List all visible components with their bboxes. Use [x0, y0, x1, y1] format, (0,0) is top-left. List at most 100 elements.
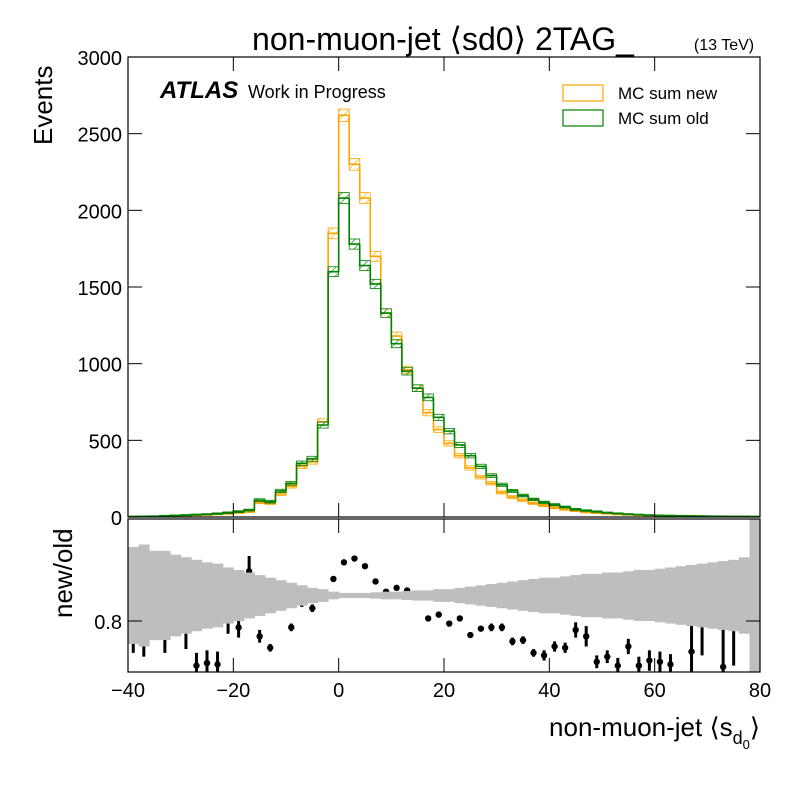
plot-area: [128, 108, 760, 517]
uncertainty-band: [138, 544, 150, 647]
uncertainty-band: [570, 575, 582, 616]
experiment-label: ATLAS: [159, 77, 238, 104]
ratio-point: [646, 657, 653, 664]
y-tick-label: 500: [89, 431, 122, 453]
histogram-step: [580, 509, 592, 512]
histogram-step: [222, 511, 234, 514]
ratio-point: [256, 633, 263, 640]
histogram-step: [295, 465, 308, 487]
x-tick-label: 0: [333, 680, 344, 702]
ratio-point: [193, 662, 200, 669]
uncertainty-band: [317, 589, 329, 602]
histogram-step: [295, 462, 308, 484]
uncertainty-band: [580, 573, 592, 618]
histogram-step: [264, 500, 276, 503]
histogram-step: [485, 466, 497, 477]
uncertainty-band: [675, 566, 687, 625]
histogram-step: [211, 512, 223, 515]
uncertainty-band: [338, 592, 350, 599]
uncertainty-band: [391, 591, 403, 600]
uncertainty-band: [370, 592, 382, 599]
uncertainty-band: [528, 578, 540, 613]
uncertainty-band: [433, 589, 445, 602]
ratio-point: [688, 648, 695, 655]
uncertainty-band: [465, 586, 477, 605]
uncertainty-band: [496, 582, 508, 609]
x-tick-label: −20: [216, 680, 250, 702]
legend-label: MC sum new: [618, 84, 718, 103]
ratio-point: [214, 661, 221, 668]
ratio-point: [551, 643, 558, 650]
ratio-point: [583, 633, 590, 640]
histogram-step: [348, 115, 360, 166]
uncertainty-band: [275, 580, 287, 611]
histogram-step: [453, 431, 466, 446]
histogram-step: [527, 500, 539, 504]
x-tick-label: −40: [111, 680, 145, 702]
uncertainty-band: [644, 570, 656, 621]
x-axis-label: non-muon-jet ⟨sd0⟩: [549, 712, 760, 752]
uncertainty-band: [507, 581, 519, 610]
ratio-point: [235, 624, 242, 631]
histogram-step: [590, 510, 602, 513]
histogram-step: [443, 417, 455, 432]
uncertainty-band: [212, 563, 224, 628]
y-tick-label: 3000: [78, 48, 123, 70]
histogram-step: [274, 490, 286, 502]
histogram-step: [253, 499, 265, 511]
x-label-text: non-muon-jet ⟨s: [549, 712, 733, 742]
histogram-step: [432, 397, 444, 419]
uncertainty-band: [717, 561, 729, 630]
ratio-point: [372, 578, 379, 585]
y-axis-label: Events: [28, 66, 58, 146]
histogram-step: [411, 371, 423, 389]
uncertainty-band: [538, 577, 550, 614]
ratio-point: [635, 662, 643, 669]
histogram-step: [622, 513, 634, 516]
histogram-step: [506, 492, 518, 498]
ratio-point: [309, 605, 316, 612]
uncertainty-band: [559, 576, 571, 615]
uncertainty-band: [654, 568, 666, 623]
ratio-point: [267, 644, 274, 651]
x-label-sub: d: [733, 728, 743, 748]
uncertainty-band: [444, 589, 456, 602]
y-tick-label: 0: [111, 508, 122, 530]
uncertainty-band: [254, 575, 266, 616]
histogram-step: [401, 343, 413, 373]
ratio-point: [719, 663, 727, 671]
ratio-point: [467, 631, 474, 639]
x-label-close: ⟩: [750, 712, 760, 742]
histogram-step: [527, 495, 539, 501]
histogram-step: [327, 270, 339, 425]
ratio-point: [604, 653, 611, 660]
y-tick-label: 1000: [78, 355, 123, 377]
uncertainty-band: [686, 564, 698, 627]
uncertainty-band: [201, 562, 213, 629]
uncertainty-band: [602, 572, 614, 619]
chart-title: non-muon-jet ⟨sd0⟩ 2TAG_: [252, 21, 635, 57]
uncertainty-band: [307, 587, 319, 604]
histogram-step: [569, 507, 581, 511]
uncertainty-band: [149, 550, 161, 641]
uncertainty-band: [401, 591, 413, 600]
uncertainty-band: [128, 547, 140, 644]
uncertainty-band: [159, 550, 171, 641]
histogram-step: [464, 455, 476, 469]
uncertainty-band: [349, 592, 361, 599]
histogram-step: [369, 265, 381, 285]
ratio-point: [340, 559, 348, 566]
uncertainty-band: [328, 591, 340, 600]
ratio-point: [593, 658, 600, 665]
uncertainty-band: [264, 577, 276, 614]
uncertainty-band: [665, 567, 677, 624]
ratio-point: [498, 624, 506, 631]
x-label-subsub: 0: [743, 737, 750, 752]
histogram-step: [516, 490, 529, 497]
ratio-point: [288, 624, 295, 631]
ratio-point: [435, 611, 442, 618]
uncertainty-band: [707, 562, 719, 629]
histogram-step: [390, 313, 402, 345]
uncertainty-band: [749, 519, 761, 672]
